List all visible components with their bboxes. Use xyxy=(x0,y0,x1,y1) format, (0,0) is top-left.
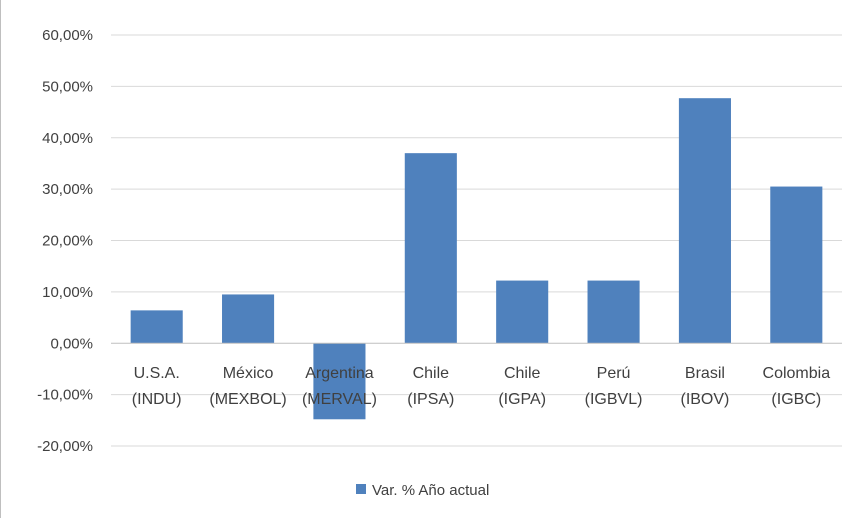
x-tick-label: (IGBVL) xyxy=(585,391,643,408)
x-axis-category-labels: U.S.A. (INDU) México (MEXBOL) Argentina (MERV… xyxy=(132,365,830,408)
y-tick-label: 0,00% xyxy=(50,335,93,352)
y-tick-label: 10,00% xyxy=(42,284,93,301)
gridlines xyxy=(111,34,842,447)
x-tick-label: Argentina xyxy=(305,365,374,382)
bar xyxy=(678,98,731,344)
x-tick-label: (MEXBOL) xyxy=(209,391,286,408)
legend-swatch xyxy=(356,484,366,494)
x-tick-label: Chile xyxy=(413,365,450,382)
x-tick-label: (IGBC) xyxy=(771,391,821,408)
y-tick-label: -20,00% xyxy=(37,438,93,455)
x-tick-label: Colombia xyxy=(763,365,831,382)
y-tick-label: 40,00% xyxy=(42,130,93,147)
legend-label: Var. % Año actual xyxy=(372,482,489,499)
bar xyxy=(222,294,275,344)
x-tick-label: (MERVAL) xyxy=(302,391,377,408)
bar xyxy=(130,310,183,344)
y-tick-label: 30,00% xyxy=(42,181,93,198)
x-tick-label: (IPSA) xyxy=(407,391,454,408)
y-tick-label: 60,00% xyxy=(42,27,93,44)
bars xyxy=(130,98,823,420)
bar xyxy=(496,280,549,344)
x-tick-label: (IGPA) xyxy=(498,391,546,408)
x-tick-label: Perú xyxy=(597,365,631,382)
x-tick-label: (INDU) xyxy=(132,391,182,408)
bar xyxy=(587,280,640,344)
legend: Var. % Año actual xyxy=(356,482,489,499)
x-tick-label: México xyxy=(223,365,274,382)
bar xyxy=(770,186,823,344)
bar xyxy=(313,343,366,420)
y-tick-label: -10,00% xyxy=(37,387,93,404)
y-tick-label: 50,00% xyxy=(42,78,93,95)
x-tick-label: U.S.A. xyxy=(134,365,180,382)
x-tick-label: Chile xyxy=(504,365,541,382)
x-tick-label: (IBOV) xyxy=(680,391,729,408)
y-tick-label: 20,00% xyxy=(42,233,93,250)
x-tick-label: Brasil xyxy=(685,365,725,382)
y-axis-tick-labels: 60,00% 50,00% 40,00% 30,00% 20,00% 10,00% 0,00… xyxy=(37,27,93,455)
bar xyxy=(404,153,457,344)
